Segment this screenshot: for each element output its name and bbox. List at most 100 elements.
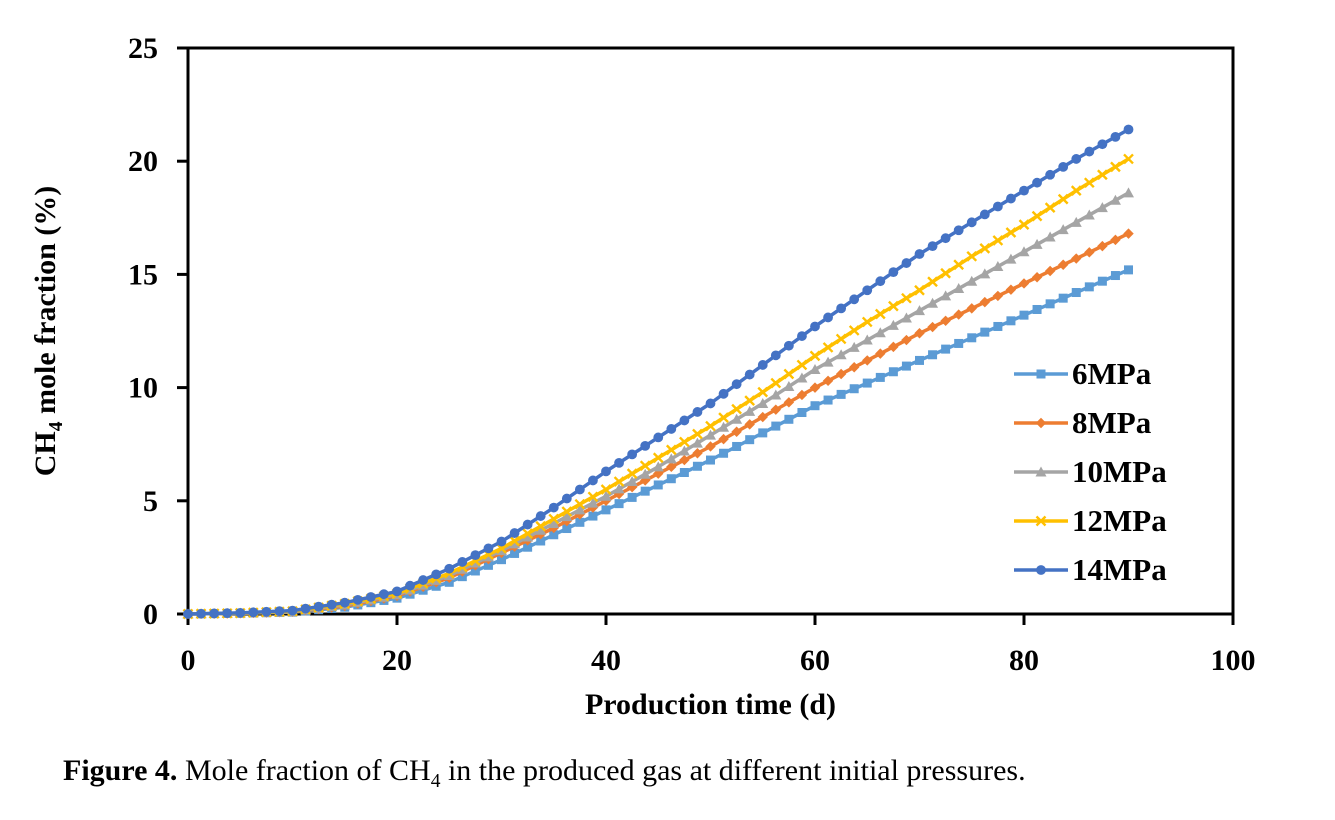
marker-triangle — [1031, 238, 1043, 249]
marker-square — [483, 560, 493, 570]
marker-x — [874, 308, 886, 320]
marker-triangle — [874, 327, 886, 338]
marker-x — [796, 359, 808, 371]
legend-label: 14MPa — [1072, 551, 1167, 587]
marker-x — [639, 460, 651, 472]
marker-square — [627, 492, 637, 502]
marker-triangle — [822, 356, 834, 367]
marker-square — [1071, 288, 1081, 298]
marker-diamond — [1084, 247, 1095, 258]
marker-square — [1036, 369, 1046, 378]
marker-triangle — [652, 461, 664, 472]
legend-swatch — [1014, 417, 1068, 428]
marker-x — [940, 267, 951, 279]
marker-diamond — [1123, 228, 1134, 239]
marker-x — [1123, 153, 1134, 165]
marker-triangle — [1109, 194, 1121, 205]
marker-triangle — [1083, 209, 1095, 220]
legend-item-6MPa: 6MPa — [1012, 353, 1167, 394]
marker-circle — [418, 575, 429, 585]
marker-x — [535, 520, 547, 532]
marker-square — [954, 338, 964, 348]
marker-circle — [614, 457, 624, 468]
marker-x — [679, 436, 690, 448]
marker-x — [783, 368, 795, 380]
series-line — [187, 191, 1130, 616]
marker-circle — [718, 388, 729, 399]
marker-triangle — [574, 504, 586, 515]
legend-item-14MPa: 14MPa — [1012, 549, 1167, 590]
marker-square — [771, 421, 781, 431]
marker-square — [941, 344, 951, 354]
marker-square — [836, 389, 846, 399]
marker-circle — [640, 440, 651, 451]
marker-square — [1084, 282, 1094, 292]
marker-circle — [1045, 169, 1056, 180]
marker-diamond — [731, 426, 742, 437]
marker-x — [1031, 210, 1043, 222]
marker-triangle — [1070, 216, 1082, 227]
marker-diamond — [1071, 253, 1082, 264]
marker-circle — [953, 225, 964, 236]
marker-square — [1032, 304, 1042, 314]
marker-square — [745, 435, 755, 445]
series-line — [187, 232, 1130, 616]
legend-swatch — [1014, 466, 1068, 476]
y-axis-title-subscript: 4 — [46, 421, 67, 432]
x-axis-title: Production time (d) — [584, 688, 837, 721]
marker-x — [509, 535, 520, 547]
series-10MPa — [182, 187, 1134, 619]
marker-circle — [888, 267, 899, 278]
marker-x — [692, 428, 703, 440]
marker-triangle — [561, 511, 573, 522]
marker-x — [1005, 227, 1017, 238]
legend-item-8MPa: 8MPa — [1012, 402, 1167, 443]
marker-triangle — [796, 372, 808, 383]
marker-x — [652, 452, 664, 464]
x-tick-label: 100 — [1211, 644, 1256, 677]
marker-x — [927, 276, 938, 288]
legend-label: 6MPa — [1072, 355, 1152, 391]
marker-x — [731, 403, 742, 415]
marker-triangle — [848, 341, 860, 352]
x-tick-label: 20 — [382, 644, 412, 677]
marker-triangle — [887, 319, 899, 330]
marker-square — [1110, 271, 1120, 281]
marker-square — [719, 448, 729, 458]
marker-square — [601, 505, 611, 515]
marker-square — [928, 350, 938, 360]
marker-triangle — [953, 283, 965, 294]
marker-triangle — [927, 297, 939, 308]
marker-triangle — [757, 397, 769, 408]
y-tick-label: 25 — [128, 32, 158, 65]
marker-circle — [235, 607, 246, 618]
marker-circle — [823, 312, 833, 323]
marker-x — [953, 259, 965, 271]
marker-x — [835, 333, 847, 345]
marker-triangle — [1044, 231, 1056, 242]
marker-triangle — [1018, 246, 1030, 257]
marker-square — [497, 555, 506, 565]
marker-circle — [470, 550, 481, 561]
marker-triangle — [718, 421, 730, 432]
marker-triangle — [639, 468, 651, 479]
marker-triangle — [940, 290, 952, 301]
chart-legend: 6MPa 8MPa 10MPa 12MPa 14MPa — [1012, 353, 1167, 590]
y-axis-title-prefix: CH — [29, 431, 62, 477]
marker-circle — [1097, 139, 1108, 150]
legend-swatch — [1014, 369, 1068, 378]
marker-square — [523, 542, 533, 552]
marker-circle — [679, 415, 690, 426]
marker-circle — [914, 249, 925, 259]
marker-triangle — [900, 312, 912, 323]
marker-x — [626, 468, 638, 479]
marker-x — [561, 506, 573, 517]
legend-label: 10MPa — [1072, 453, 1167, 489]
marker-triangle — [731, 413, 743, 424]
marker-x — [757, 386, 769, 398]
marker-circle — [405, 580, 415, 591]
marker-circle — [209, 608, 220, 619]
marker-circle — [326, 599, 337, 610]
marker-circle — [561, 493, 572, 504]
marker-circle — [574, 484, 585, 495]
